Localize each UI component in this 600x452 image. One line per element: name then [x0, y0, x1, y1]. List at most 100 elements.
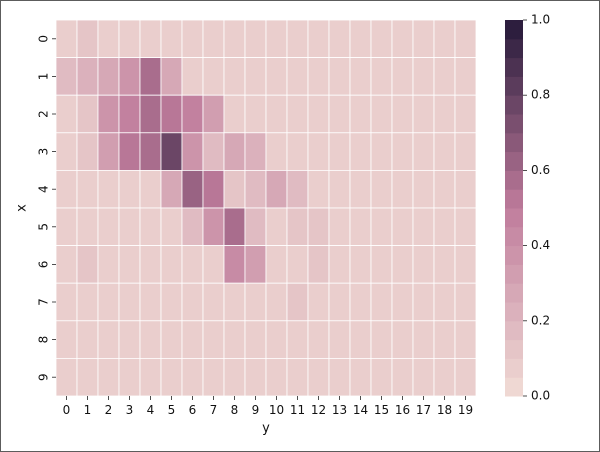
- heatmap-cell: [391, 320, 414, 359]
- x-tick-label: 4: [147, 403, 155, 417]
- heatmap-cell: [160, 57, 183, 96]
- colorbar-step: [505, 377, 523, 397]
- heatmap-cell: [202, 169, 225, 209]
- heatmap-cell: [433, 19, 456, 58]
- colorbar-step: [505, 38, 523, 59]
- heatmap-cell: [160, 19, 183, 58]
- heatmap-cell: [244, 320, 267, 359]
- heatmap-cell: [97, 207, 120, 246]
- heatmap-cell: [370, 320, 393, 359]
- heatmap-cell: [181, 19, 204, 58]
- heatmap-cell: [139, 94, 162, 134]
- heatmap-cell: [412, 357, 435, 397]
- heatmap-cell: [265, 57, 288, 96]
- heatmap-cell: [265, 357, 288, 397]
- heatmap-cell: [202, 245, 225, 284]
- heatmap-cell: [370, 57, 393, 96]
- colorbar-tick-label: 0.6: [531, 163, 550, 177]
- x-tick-label: 15: [374, 403, 389, 417]
- watermark: 知乎 @SIGMA: [500, 420, 586, 436]
- heatmap-cell: [55, 245, 78, 284]
- heatmap-cell: [76, 132, 99, 171]
- heatmap-cell: [370, 19, 393, 58]
- heatmap-cell: [118, 207, 141, 246]
- y-tick-label: 8: [37, 336, 51, 344]
- heatmap-cell: [433, 320, 456, 359]
- heatmap-cell: [265, 169, 288, 209]
- heatmap-cell: [244, 245, 267, 284]
- x-tick-label: 5: [168, 403, 176, 417]
- heatmap-cell: [454, 320, 477, 359]
- colorbar-step: [505, 320, 523, 341]
- x-tick-label: 13: [332, 403, 347, 417]
- heatmap-cell: [328, 357, 351, 397]
- heatmap-cell: [391, 169, 414, 209]
- heatmap-cell: [349, 94, 372, 134]
- heatmap-cell: [391, 207, 414, 246]
- heatmap-cell: [286, 282, 309, 322]
- heatmap-cell: [55, 320, 78, 359]
- heatmap-cell: [202, 94, 225, 134]
- heatmap-cell: [433, 282, 456, 322]
- heatmap-cell: [76, 19, 99, 58]
- heatmap-cell: [139, 57, 162, 96]
- heatmap-cell: [433, 245, 456, 284]
- heatmap-cell: [181, 245, 204, 284]
- y-tick-label: 5: [37, 223, 51, 231]
- heatmap-cell: [160, 94, 183, 134]
- colorbar-tick-label: 0.8: [531, 88, 550, 102]
- colorbar-step: [505, 20, 523, 40]
- heatmap-cell: [139, 132, 162, 171]
- heatmap-cell: [454, 245, 477, 284]
- heatmap-cell: [76, 320, 99, 359]
- colorbar-tick-label: 0.2: [531, 313, 550, 327]
- heatmap-cell: [349, 207, 372, 246]
- y-axis-ticks: 0 1 2 3 4 5 6 7 8 9: [37, 35, 56, 381]
- heatmap-cell: [118, 57, 141, 96]
- heatmap-cell: [265, 19, 288, 58]
- colorbar-step: [505, 76, 523, 96]
- x-axis-label: y: [262, 421, 270, 436]
- heatmap-cell: [118, 94, 141, 134]
- heatmap-cell: [76, 282, 99, 322]
- y-tick-label: 3: [37, 148, 51, 156]
- heatmap-cell: [181, 132, 204, 171]
- y-tick-label: 0: [37, 35, 51, 43]
- heatmap-cell: [160, 207, 183, 246]
- heatmap-cell: [349, 132, 372, 171]
- x-tick-label: 6: [189, 403, 197, 417]
- heatmap-cell: [454, 282, 477, 322]
- heatmap-cell: [454, 169, 477, 209]
- heatmap-cell: [97, 132, 120, 171]
- heatmap-cell: [349, 320, 372, 359]
- heatmap-cell: [97, 320, 120, 359]
- colorbar-step: [505, 264, 523, 284]
- x-tick-label: 10: [269, 403, 284, 417]
- heatmap-cell: [286, 320, 309, 359]
- heatmap-cell: [433, 94, 456, 134]
- heatmap-cell: [76, 94, 99, 134]
- heatmap-cell: [265, 94, 288, 134]
- heatmap-cell: [223, 282, 246, 322]
- heatmap-cell: [349, 245, 372, 284]
- heatmap-cell: [307, 57, 330, 96]
- colorbar-step: [505, 302, 523, 322]
- heatmap-cell: [328, 169, 351, 209]
- heatmap-cell: [286, 357, 309, 397]
- heatmap-cell: [202, 57, 225, 96]
- colorbar-step: [505, 226, 523, 247]
- x-tick-label: 11: [290, 403, 305, 417]
- heatmap-cell: [307, 245, 330, 284]
- colorbar-step: [505, 339, 523, 359]
- heatmap-cell: [76, 357, 99, 397]
- heatmap-cell: [454, 57, 477, 96]
- heatmap-cell: [97, 245, 120, 284]
- heatmap-cell: [223, 207, 246, 246]
- heatmap-cell: [223, 19, 246, 58]
- heatmap-cell: [307, 320, 330, 359]
- heatmap-cell: [412, 94, 435, 134]
- colorbar-step: [505, 208, 523, 228]
- heatmap-cell: [307, 94, 330, 134]
- heatmap-cell: [223, 169, 246, 209]
